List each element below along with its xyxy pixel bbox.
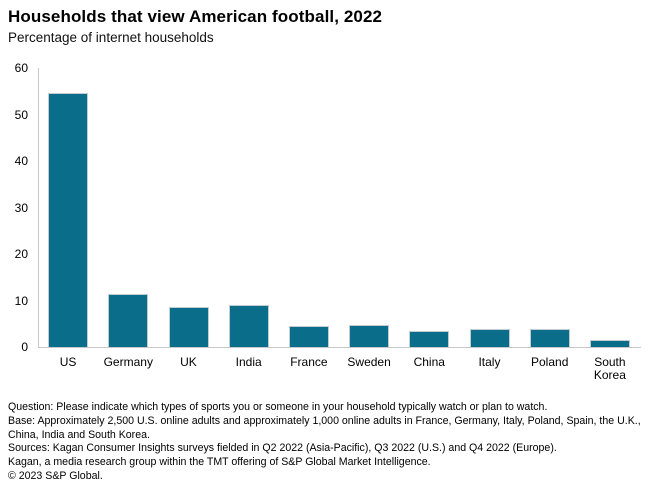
- footnote-copyright: © 2023 S&P Global.: [8, 469, 103, 482]
- x-axis-label-uk: UK: [180, 355, 197, 369]
- y-tick-label-40: 40: [14, 154, 28, 168]
- y-tick-label-60: 60: [14, 61, 28, 75]
- bar-italy: [469, 329, 510, 347]
- bar-poland: [529, 329, 570, 347]
- x-axis-label-china: China: [413, 355, 445, 369]
- y-tick-label-20: 20: [14, 247, 28, 261]
- footnotes: Question: Please indicate which types of…: [8, 401, 654, 484]
- bar-sweden: [349, 325, 390, 347]
- chart-subtitle: Percentage of internet households: [8, 30, 214, 45]
- bar-germany: [108, 294, 149, 347]
- footnote-sources: Sources: Kagan Consumer Insights surveys…: [8, 442, 557, 455]
- footnote-kagan: Kagan, a media research group within the…: [8, 456, 431, 469]
- footnote-question: Question: Please indicate which types of…: [8, 401, 548, 413]
- y-axis-line: [38, 68, 39, 347]
- bar-uk: [168, 307, 209, 347]
- x-axis-label-india: India: [235, 355, 262, 369]
- x-axis-label-south-korea: South Korea: [593, 355, 626, 382]
- bar-china: [409, 331, 450, 347]
- chart-title: Households that view American football, …: [8, 7, 383, 26]
- bar-india: [228, 305, 269, 347]
- bar-chart: 0 10 20 30 40 50 60 US Germany UK India France Swede…: [14, 61, 641, 382]
- x-axis-label-italy: Italy: [478, 355, 501, 369]
- y-tick-label-10: 10: [14, 293, 28, 308]
- x-axis-line: [38, 347, 641, 348]
- x-axis-label-france: France: [290, 355, 328, 369]
- bar-france: [288, 326, 329, 347]
- x-axis-label-poland: Poland: [531, 355, 569, 369]
- bar-south-korea: [589, 340, 630, 347]
- x-axis-label-germany: Germany: [103, 355, 153, 369]
- y-tick-label-0: 0: [21, 340, 28, 354]
- footnote-base: Base: Approximately 2,500 U.S. online ad…: [8, 414, 641, 441]
- x-axis-label-sweden: Sweden: [347, 355, 391, 369]
- bar-us: [48, 93, 89, 347]
- x-axis-label-us: US: [59, 355, 77, 369]
- y-tick-label-30: 30: [14, 200, 28, 215]
- y-tick-label-50: 50: [14, 107, 28, 122]
